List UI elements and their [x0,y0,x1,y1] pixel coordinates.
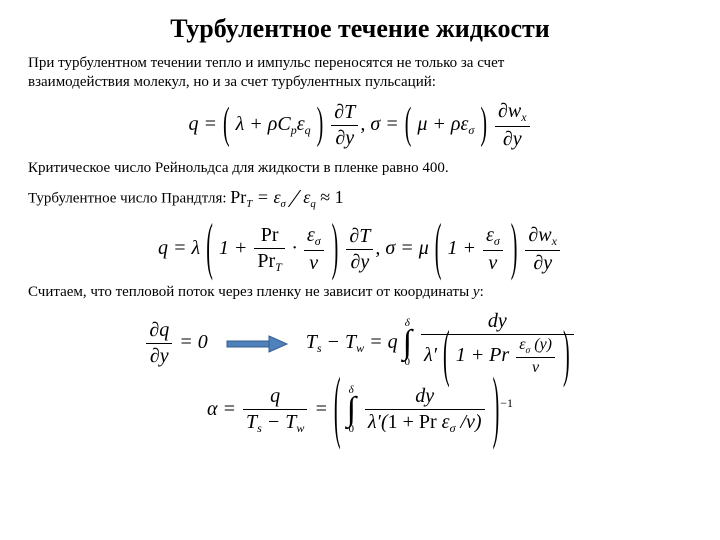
integrand: dy λ′(1 + Pr εσ /ν) [365,385,485,436]
dT-dy: ∂T ∂y [331,101,358,150]
equation-prt: PrT = εσ ∕ εq ≈ 1 [230,183,343,216]
sigma: σ [385,237,395,259]
sym-q: q [158,237,168,259]
eq-sign: = [168,237,192,259]
q-over-deltaT: q Ts − Tw [243,385,307,436]
rparen: ) [332,212,339,286]
rparen: ) [480,100,487,151]
lambda: λ [192,237,201,259]
one-plus: 1 + [219,237,253,259]
rparen: ) [511,212,518,286]
Pr-over-PrT: Pr PrT [254,224,284,275]
eps-over-nu: εσ ν [483,224,503,275]
page-title: Турбулентное течение жидкости [28,14,692,44]
mu: μ [417,113,427,135]
eq-sign: = [198,113,222,135]
paragraph-reynolds: Критическое число Рейнольдса для жидкост… [28,159,692,178]
sigma: σ [370,113,380,135]
rparen: ) [493,364,500,456]
eps-q: εq [297,113,311,135]
rho: ρ [268,113,278,135]
lambda: λ [236,113,245,135]
dT-dy: ∂T ∂y [346,225,373,274]
one-plus: 1 + [447,237,481,259]
text: Турбулентное число Прандтля: [28,191,230,207]
paragraph-intro: При турбулентном течении тепло и импульс… [28,54,692,92]
rparen: ) [317,100,324,151]
comma: , [375,237,385,259]
text: взаимодействия молекул, но и за счет тур… [28,74,436,90]
sym-q: q [188,113,198,135]
dq-dy: ∂q ∂y [146,319,172,368]
Ts: Ts [306,331,322,353]
var-y: y [473,284,480,300]
alpha: α [207,398,218,420]
equation-q-sigma-molecular: q = ( λ + ρCpεq ) ∂T ∂y , σ = ( μ + ρεσ … [28,100,692,151]
paragraph-heat-flux-const: Считаем, что тепловой поток через пленку… [28,283,692,302]
equation-dqdy-and-integral: ∂q ∂y = 0 Ts − Tw = q δ ∫ 0 dy λ′ ( 1 + … [28,310,692,377]
Cp: Cp [277,113,296,135]
comma: , [360,113,370,135]
Tw: Tw [345,331,364,353]
eq-sign: = [369,331,388,353]
eq-zero: = 0 [174,331,208,353]
equation-alpha: α = q Ts − Tw = ( δ ∫ 0 dy λ′(1 + Pr εσ … [28,385,692,436]
eq-sign: = [395,237,419,259]
plus: + [432,113,451,135]
integral-icon: δ ∫ 0 [403,318,412,369]
exp-neg-one: −1 [500,396,513,410]
lparen: ( [223,100,230,151]
dwx-dy: ∂wx ∂y [495,100,530,151]
integral-icon: δ ∫ 0 [347,385,356,436]
text: Считаем, что тепловой поток через пленку… [28,284,473,300]
lparen: ( [435,212,442,286]
text: При турбулентном течении тепло и импульс… [28,55,504,71]
eq-sign: = [314,398,333,420]
lparen: ( [334,364,341,456]
dot: · [287,237,302,259]
eq-sign: = [380,113,404,135]
eps-over-nu: εσ ν [304,224,324,275]
text: : [480,284,484,300]
paragraph-prandtl-turb: Турбулентное число Прандтля: PrT = εσ ∕ … [28,183,692,216]
arrow-icon [225,332,289,355]
rho: ρ [451,113,461,135]
eps-sigma: εσ [461,113,475,135]
equation-q-sigma-turbulent: q = λ ( 1 + Pr PrT · εσ ν ) ∂T ∂y , σ = … [28,224,692,275]
mu: μ [419,237,429,259]
minus: − [322,331,346,353]
plus: + [249,113,268,135]
lparen: ( [405,100,412,151]
q: q [388,331,398,353]
eq-sign: = [217,398,241,420]
lparen: ( [206,212,213,286]
dwx-dy: ∂wx ∂y [525,224,560,275]
